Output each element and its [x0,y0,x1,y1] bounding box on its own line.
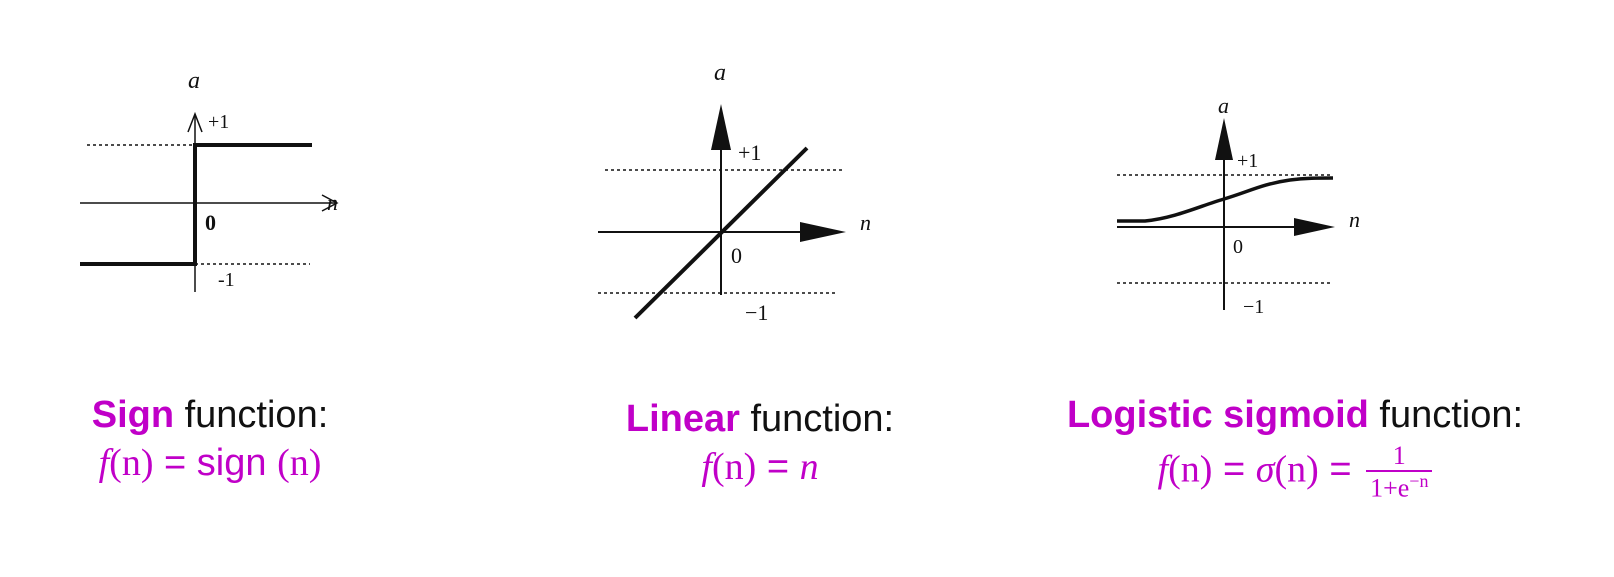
sigmoid-plus-one: +1 [1237,150,1258,172]
linear-formula-equals: = [756,445,800,488]
sign-y-label: a [188,68,200,94]
sigmoid-formula-arg: (n) [1168,448,1213,491]
sigmoid-fraction-exponent: −n [1409,471,1429,492]
sigmoid-formula-f: f [1157,448,1169,491]
sign-title: Sign function: [60,394,360,438]
sign-formula-f: f [98,441,110,484]
sigmoid-formula-equals: = [1212,448,1256,491]
sigmoid-title-highlight: Logistic sigmoid [1066,394,1369,436]
sigmoid-zero: 0 [1233,236,1243,258]
linear-title-highlight: Linear [625,398,740,440]
sigmoid-x-label: n [1349,207,1360,232]
linear-title: Linear function: [590,398,930,442]
linear-minus-one: −1 [745,300,768,325]
sigmoid-formula-sigma-arg: (n) [1274,448,1319,491]
linear-formula-arg: (n) [711,445,757,488]
sigmoid-fraction-denominator: 1+e−n [1366,470,1433,503]
linear-caption: Linear function: f(n) = n [590,398,930,489]
sign-formula-rhs-arg: (n) [277,441,322,484]
sigmoid-title: Logistic sigmoid function: [1040,394,1550,438]
sign-formula-arg: (n) [109,441,154,484]
sigmoid-title-rest: function: [1368,394,1524,436]
sigmoid-formula-equals-2: = [1318,448,1363,491]
sigmoid-x-arrowhead [1294,218,1335,236]
linear-curve [633,146,809,320]
sign-x-label: n [327,190,338,215]
sigmoid-formula: f(n) = σ(n) = 1 1+e−n [1040,440,1550,504]
linear-zero: 0 [731,243,742,268]
sign-plot: a +1 n 0 -1 [80,68,339,292]
sigmoid-curve [1117,176,1334,223]
sigmoid-minus-one: −1 [1243,296,1264,318]
sign-caption: Sign function: f(n) = sign (n) [60,394,360,485]
linear-formula: f(n) = n [590,446,930,490]
linear-plot: a +1 n 0 −1 [598,60,871,325]
sign-formula-fn: sign [196,441,278,484]
linear-formula-rhs: n [799,445,819,488]
sigmoid-y-label: a [1218,93,1229,118]
sign-minus-one: -1 [218,269,235,291]
linear-y-label: a [714,60,726,86]
sign-formula-equals: = [153,441,197,484]
linear-x-arrowhead [800,222,846,242]
sigmoid-fraction: 1 1+e−n [1366,440,1433,504]
sigmoid-plot: a +1 n 0 −1 [1117,93,1360,318]
linear-y-arrowhead [711,104,731,150]
sign-title-rest: function: [174,394,329,436]
sigmoid-fraction-base: 1+e [1370,473,1410,503]
sign-zero: 0 [205,210,216,235]
linear-plus-one: +1 [738,140,761,165]
sigmoid-formula-sigma: σ [1255,448,1275,491]
sigmoid-y-arrowhead [1215,118,1233,160]
sign-y-arrowhead [187,111,203,133]
sigmoid-fraction-numerator: 1 [1392,440,1406,470]
linear-formula-f: f [701,445,712,488]
sign-x-arrowhead [321,194,339,212]
linear-title-rest: function: [739,398,895,440]
sigmoid-caption: Logistic sigmoid function: f(n) = σ(n) =… [1040,394,1550,504]
sign-formula: f(n) = sign (n) [60,442,360,486]
linear-x-label: n [860,210,871,235]
sign-plus-one: +1 [208,111,229,133]
sign-curve [80,143,312,266]
sign-title-highlight: Sign [91,394,175,436]
